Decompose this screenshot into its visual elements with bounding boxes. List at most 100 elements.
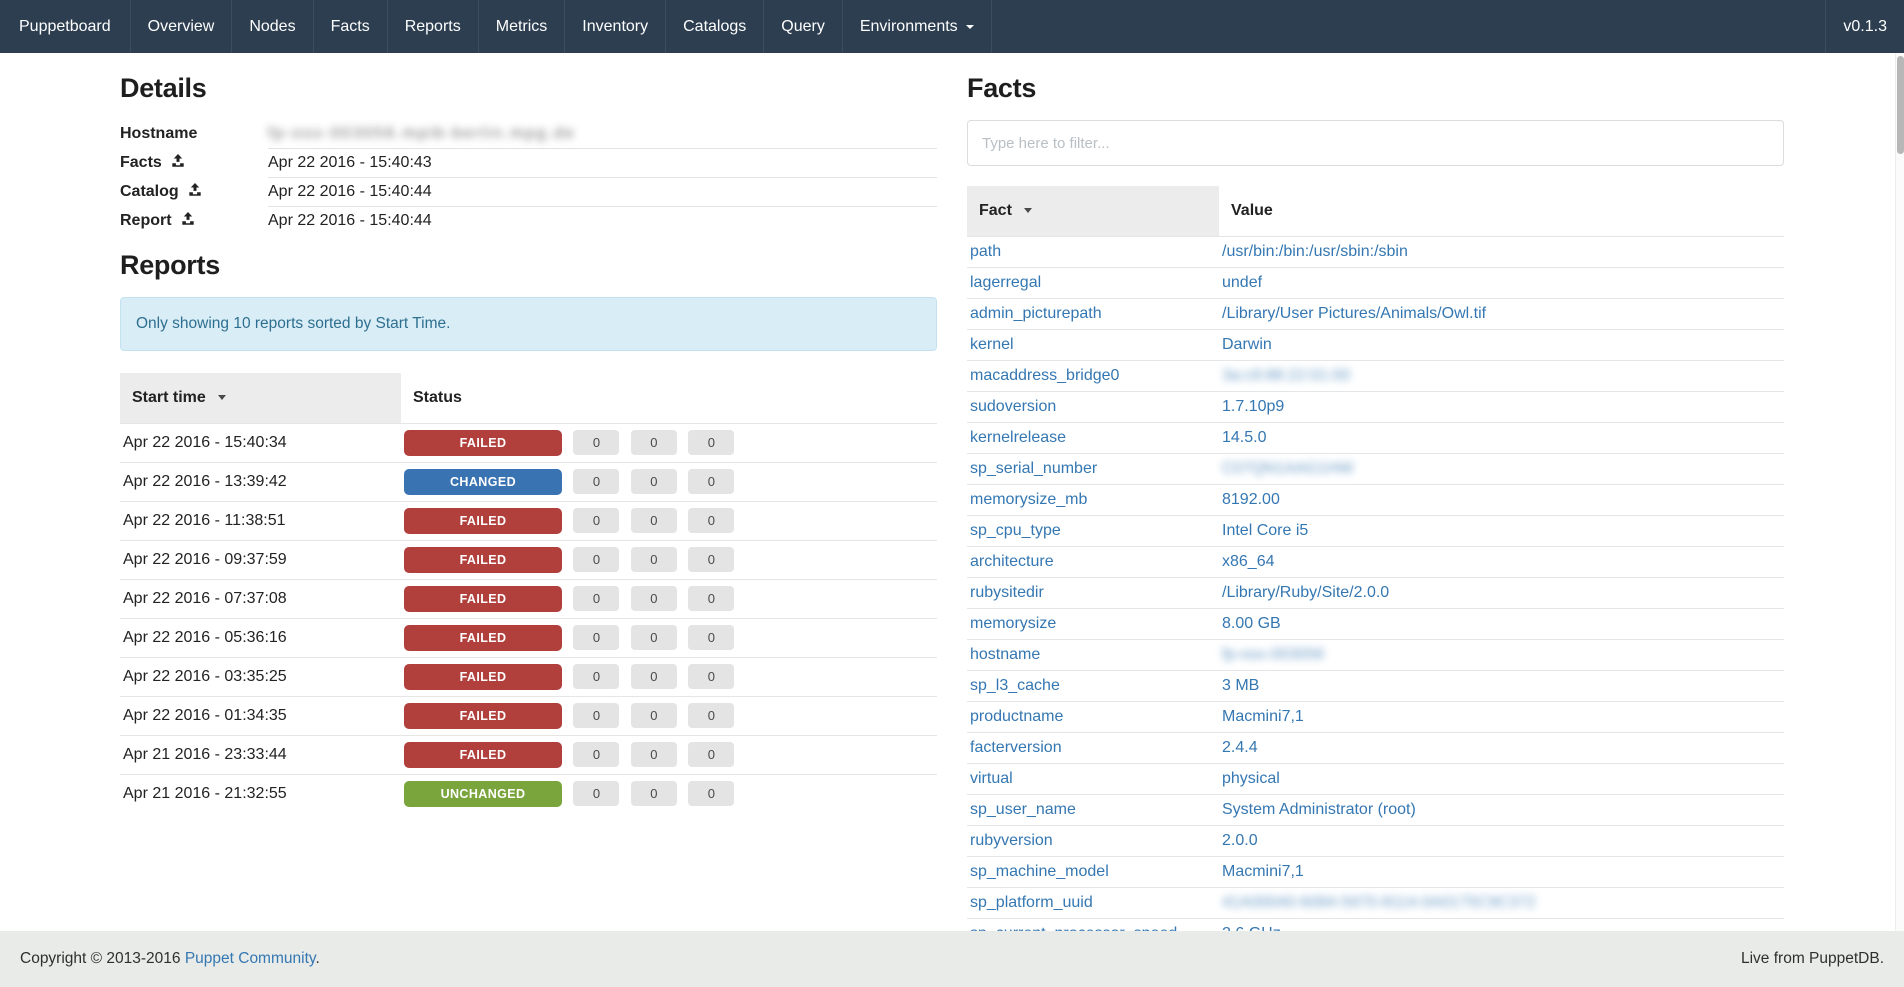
report-start-time[interactable]: Apr 22 2016 - 03:35:25 [120,656,401,696]
fact-name-link[interactable]: sp_machine_model [970,863,1109,880]
fact-value-link[interactable]: Macmini7,1 [1222,863,1304,880]
fact-value-link[interactable]: 14.5.0 [1222,429,1267,446]
main-content: Details Hostname fp-osx-003056.mpib-berl… [0,53,1904,949]
fact-name-link[interactable]: kernelrelease [970,429,1067,446]
fact-value-link[interactable]: 41A00040-6084-5970-8114-0A0175C9C372 [1222,894,1536,911]
fact-value-link[interactable]: 3 MB [1222,677,1260,694]
fact-value-link[interactable]: /Library/User Pictures/Animals/Owl.tif [1222,305,1487,322]
facts-filter-input[interactable] [967,120,1784,166]
column-header-status[interactable]: Status [413,388,462,406]
report-count-1: 0 [573,546,620,572]
fact-value-link[interactable]: /Library/Ruby/Site/2.0.0 [1222,584,1390,601]
report-start-time[interactable]: Apr 22 2016 - 01:34:35 [120,695,401,735]
fact-name-link[interactable]: productname [970,708,1064,725]
fact-value-link[interactable]: 3a:c9:88:22:01:00 [1222,367,1351,384]
report-count-2: 0 [630,702,677,728]
fact-name-link[interactable]: rubyversion [970,832,1053,849]
fact-name-link[interactable]: sp_l3_cache [970,677,1060,694]
fact-name-link[interactable]: memorysize [970,615,1057,632]
report-start-time[interactable]: Apr 22 2016 - 05:36:16 [120,617,401,657]
fact-table-row: hostname fp-osx-003056 [967,639,1784,671]
report-count-2: 0 [630,663,677,689]
detail-row-catalog: Catalog Apr 22 2016 - 15:40:44 [120,177,937,207]
upload-catalog-icon[interactable] [188,182,202,202]
fact-table-row: productname Macmini7,1 [967,701,1784,733]
fact-value-link[interactable]: System Administrator (root) [1222,801,1416,818]
report-start-time[interactable]: Apr 22 2016 - 09:37:59 [120,539,401,579]
report-start-time[interactable]: Apr 22 2016 - 11:38:51 [120,500,401,540]
column-header-fact[interactable]: Fact [967,186,1219,237]
nav-dropdown-environments[interactable]: Environments [843,0,992,53]
nav-item-overview[interactable]: Overview [131,0,233,53]
fact-value-link[interactable]: Intel Core i5 [1222,522,1309,539]
scrollbar-thumb[interactable] [1897,56,1904,154]
report-status-badge: FAILED [404,624,562,651]
fact-name-link[interactable]: facterversion [970,739,1062,756]
report-start-time[interactable]: Apr 22 2016 - 13:39:42 [120,461,401,501]
report-table-row: Apr 22 2016 - 07:37:08 FAILED 0 0 0 [120,578,937,618]
fact-name-link[interactable]: memorysize_mb [970,491,1088,508]
column-header-start-time[interactable]: Start time [120,372,401,423]
detail-label: Facts [120,153,162,171]
fact-name-link[interactable]: rubysitedir [970,584,1044,601]
fact-table-row: sp_serial_number C07QN1AAG1HW [967,453,1784,485]
fact-value-link[interactable]: 2.4.4 [1222,739,1258,756]
puppetdb-status-text: Live from PuppetDB. [1740,950,1884,967]
fact-name-link[interactable]: sp_user_name [970,801,1076,818]
fact-name-link[interactable]: sp_platform_uuid [970,894,1093,911]
report-start-time[interactable]: Apr 22 2016 - 07:37:08 [120,578,401,618]
report-start-time[interactable]: Apr 22 2016 - 15:40:34 [120,422,401,462]
navbar-brand[interactable]: Puppetboard [0,0,131,53]
fact-table-row: sudoversion 1.7.10p9 [967,391,1784,423]
fact-name-link[interactable]: admin_picturepath [970,305,1102,322]
fact-value-link[interactable]: 8192.00 [1222,491,1280,508]
report-start-time[interactable]: Apr 21 2016 - 21:32:55 [120,773,401,813]
nav-item-inventory[interactable]: Inventory [565,0,667,53]
fact-value-link[interactable]: Darwin [1222,336,1272,353]
report-count-3: 0 [688,585,735,611]
fact-name-link[interactable]: kernel [970,336,1014,353]
puppet-community-link[interactable]: Puppet Community [184,950,316,967]
vertical-scrollbar[interactable] [1895,53,1904,931]
facts-title: Facts [967,73,1037,103]
upload-report-icon[interactable] [181,211,195,231]
report-start-time[interactable]: Apr 21 2016 - 23:33:44 [120,734,401,774]
reports-table: Start time Status Apr 22 2016 - 15:40:34… [120,372,937,813]
nav-item-metrics[interactable]: Metrics [479,0,566,53]
report-count-3: 0 [688,546,735,572]
fact-name-link[interactable]: hostname [970,646,1041,663]
report-count-1: 0 [573,507,620,533]
fact-value-link[interactable]: fp-osx-003056 [1222,646,1325,663]
sort-caret-icon [1024,208,1033,214]
upload-facts-icon[interactable] [171,153,185,173]
fact-value-link[interactable]: undef [1222,274,1263,291]
fact-value-link[interactable]: 1.7.10p9 [1222,398,1285,415]
nav-item-nodes[interactable]: Nodes [232,0,314,53]
fact-value-link[interactable]: /usr/bin:/bin:/usr/sbin:/sbin [1222,243,1408,260]
fact-name-link[interactable]: macaddress_bridge0 [970,367,1120,384]
fact-name-link[interactable]: lagerregal [970,274,1042,291]
nav-item-facts[interactable]: Facts [314,0,388,53]
fact-name-link[interactable]: sp_serial_number [970,460,1098,477]
fact-name-link[interactable]: path [970,243,1002,260]
report-table-row: Apr 22 2016 - 03:35:25 FAILED 0 0 0 [120,656,937,696]
fact-table-row: memorysize 8.00 GB [967,608,1784,640]
fact-name-link[interactable]: sudoversion [970,398,1057,415]
fact-value-link[interactable]: 8.00 GB [1222,615,1281,632]
fact-name-link[interactable]: sp_cpu_type [970,522,1061,539]
fact-value-link[interactable]: x86_64 [1222,553,1275,570]
nav-item-reports[interactable]: Reports [388,0,479,53]
nav-item-catalogs[interactable]: Catalogs [666,0,765,53]
fact-value-link[interactable]: physical [1222,770,1280,787]
detail-label: Hostname [120,125,198,143]
detail-label: Report [120,211,172,229]
fact-name-link[interactable]: architecture [970,553,1054,570]
nav-item-query[interactable]: Query [764,0,843,53]
fact-name-link[interactable]: virtual [970,770,1013,787]
fact-value-link[interactable]: C07QN1AAG1HW [1222,460,1354,477]
column-header-value[interactable]: Value [1231,202,1273,219]
report-table-row: Apr 22 2016 - 13:39:42 CHANGED 0 0 0 [120,461,937,501]
fact-value-link[interactable]: Macmini7,1 [1222,708,1304,725]
report-table-row: Apr 22 2016 - 05:36:16 FAILED 0 0 0 [120,617,937,657]
fact-value-link[interactable]: 2.0.0 [1222,832,1258,849]
